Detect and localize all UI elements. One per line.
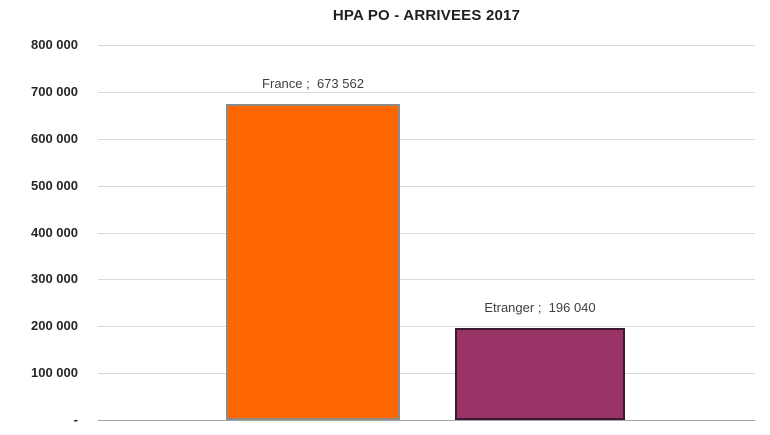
gridline — [98, 373, 755, 375]
y-axis-tick-label: 100 000 — [31, 365, 78, 381]
y-axis-tick-label: 800 000 — [31, 37, 78, 52]
bar-etranger — [455, 328, 625, 420]
y-axis-tick-label: - — [73, 412, 78, 427]
y-axis-tick-label: 400 000 — [31, 224, 78, 240]
y-axis-tick-label: 600 000 — [31, 130, 78, 146]
gridline — [98, 138, 755, 140]
bar-france — [226, 104, 400, 420]
data-label-france: France ; 673 562 — [262, 76, 364, 91]
gridline — [98, 232, 755, 234]
gridline — [98, 91, 755, 93]
x-axis-line — [98, 420, 755, 421]
gridline — [98, 279, 755, 281]
gridline — [98, 185, 755, 187]
chart-title: HPA PO - ARRIVEES 2017 — [332, 7, 521, 24]
y-axis-tick-label: 500 000 — [31, 177, 78, 193]
gridline — [98, 45, 755, 46]
y-axis-tick-label: 300 000 — [31, 271, 78, 287]
y-axis-tick-label: 700 000 — [31, 83, 78, 99]
data-label-etranger: Etranger ; 196 040 — [484, 300, 596, 315]
y-axis-tick-label: 200 000 — [31, 318, 78, 334]
gridline — [98, 326, 755, 328]
